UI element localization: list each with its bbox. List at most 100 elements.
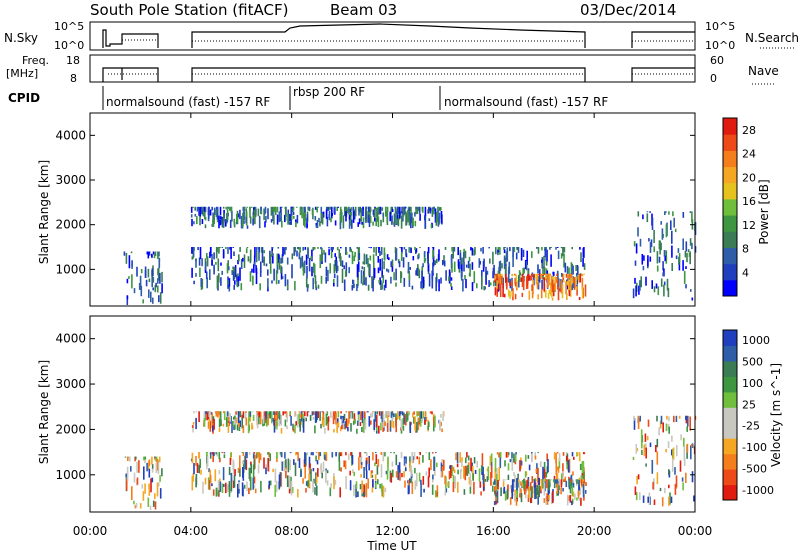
echo-cell xyxy=(399,469,401,481)
echo-cell xyxy=(325,470,327,483)
echo-cell xyxy=(655,283,658,289)
echo-cell xyxy=(397,259,400,264)
echo-cell xyxy=(490,453,493,462)
echo-cell xyxy=(394,208,397,214)
echo-cell xyxy=(146,251,149,255)
echo-cell xyxy=(314,206,317,210)
echo-cell xyxy=(579,247,581,250)
echo-cell xyxy=(489,282,492,286)
echo-cell xyxy=(478,258,481,268)
echo-cell xyxy=(378,207,380,215)
echo-cell xyxy=(666,415,668,420)
echo-cell xyxy=(398,411,401,417)
echo-cell xyxy=(264,221,266,228)
echo-cell xyxy=(219,457,221,463)
echo-cell xyxy=(315,411,318,423)
echo-cell xyxy=(537,264,539,274)
echo-cell xyxy=(374,411,377,422)
echo-cell xyxy=(416,206,419,214)
echo-cell xyxy=(281,254,284,264)
echo-cell xyxy=(412,217,414,226)
echo-cell xyxy=(407,485,410,495)
echo-cell xyxy=(232,271,235,281)
echo-cell xyxy=(255,252,258,263)
echo-cell xyxy=(479,260,481,265)
echo-cell xyxy=(284,411,286,414)
echo-cell xyxy=(243,484,246,489)
echo-cell xyxy=(432,262,434,276)
echo-cell xyxy=(148,278,151,283)
echo-cell xyxy=(385,411,387,418)
echo-cell xyxy=(492,485,494,492)
echo-cell xyxy=(206,412,208,421)
echo-cell xyxy=(386,206,389,213)
echo-cell xyxy=(457,247,459,256)
echo-cell xyxy=(123,251,126,256)
echo-cell xyxy=(400,430,403,434)
echo-cell xyxy=(340,452,342,457)
echo-cell xyxy=(530,273,533,281)
echo-cell xyxy=(521,273,524,287)
echo-cell xyxy=(195,258,197,268)
colorbar-swatch xyxy=(723,360,737,377)
echo-cell xyxy=(265,263,268,267)
echo-cell xyxy=(578,452,581,462)
echo-cell xyxy=(554,276,556,291)
echo-cell xyxy=(234,280,236,285)
echo-cell xyxy=(319,221,321,227)
echo-cell xyxy=(506,282,508,290)
echo-cell xyxy=(656,451,659,465)
echo-cell xyxy=(646,211,649,213)
echo-cell xyxy=(557,250,560,260)
echo-cell xyxy=(522,276,525,291)
x-tick-label: 20:00 xyxy=(577,524,612,538)
echo-cell xyxy=(392,421,395,429)
echo-cell xyxy=(212,489,215,496)
echo-cell xyxy=(440,414,442,418)
echo-cell xyxy=(689,238,692,246)
echo-cell xyxy=(253,261,256,266)
echo-cell xyxy=(490,466,493,478)
echo-cell xyxy=(362,419,365,433)
echo-cell xyxy=(690,445,692,460)
echo-cell xyxy=(452,475,455,484)
echo-cell xyxy=(387,411,389,426)
echo-cell xyxy=(236,213,238,222)
echo-cell xyxy=(295,421,297,426)
echo-cell xyxy=(310,452,313,456)
echo-cell xyxy=(269,260,272,274)
echo-cell xyxy=(246,481,248,491)
echo-cell xyxy=(427,476,430,488)
echo-cell xyxy=(253,476,256,484)
x-tick-label: 12:00 xyxy=(375,524,410,538)
echo-cell xyxy=(427,247,430,254)
echo-cell xyxy=(435,452,437,454)
echo-cell xyxy=(391,461,394,467)
echo-cell xyxy=(230,472,233,482)
power-colorbar-label: Power [dB] xyxy=(757,179,771,244)
echo-cell xyxy=(542,273,544,276)
echo-cell xyxy=(320,463,322,474)
echo-cell xyxy=(525,261,528,271)
echo-cell xyxy=(658,427,660,436)
echo-cell xyxy=(504,491,507,501)
echo-cell xyxy=(635,285,637,297)
echo-cell xyxy=(385,279,387,288)
echo-cell xyxy=(321,472,323,479)
echo-cell xyxy=(422,476,425,485)
echo-cell xyxy=(433,421,435,432)
echo-cell xyxy=(237,260,239,265)
echo-cell xyxy=(289,214,291,222)
echo-cell xyxy=(363,411,366,418)
echo-cell xyxy=(488,247,490,249)
echo-cell xyxy=(236,281,239,288)
echo-cell xyxy=(407,210,409,223)
echo-cell xyxy=(156,482,159,497)
colorbar-tick-label: 16 xyxy=(742,195,756,208)
echo-cell xyxy=(265,419,267,424)
echo-cell xyxy=(352,206,355,212)
echo-cell xyxy=(405,414,407,426)
echo-cell xyxy=(422,455,424,463)
echo-cell xyxy=(563,253,565,268)
echo-cell xyxy=(379,483,381,489)
